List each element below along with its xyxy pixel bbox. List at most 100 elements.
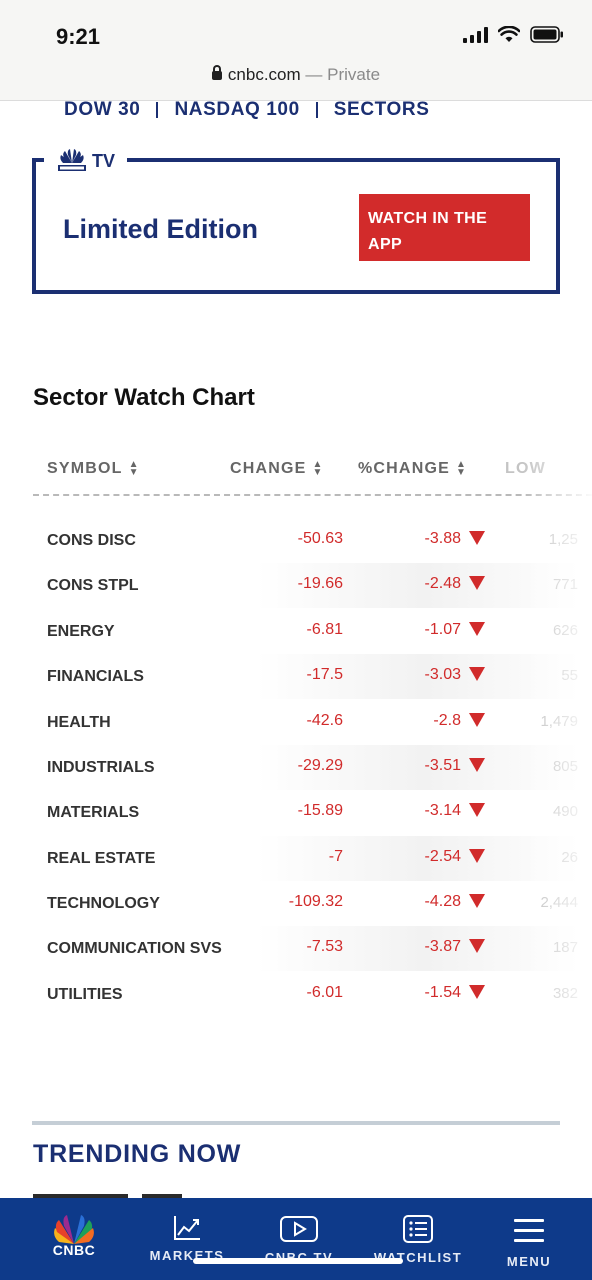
column-header-change[interactable]: CHANGE ▲ ▼ [230,460,324,478]
watch-button-line2: APP [368,236,403,253]
table-row[interactable]: FINANCIALS -17.5 -3.03 55 [33,654,592,699]
nav-nasdaq-100[interactable]: NASDAQ 100 [174,99,300,120]
market-nav: DOW 30 NASDAQ 100 SECTORS [64,99,429,121]
nav-dow-30[interactable]: DOW 30 [64,99,141,120]
column-low-label: LOW [505,460,546,477]
column-header-pct-change[interactable]: %CHANGE ▲ ▼ [358,460,467,478]
row-low: 771 [552,576,578,593]
sort-icon: ▲ ▼ [128,459,140,478]
home-indicator[interactable] [193,1258,403,1264]
row-symbol: ENERGY [47,623,115,640]
row-low: 1,479 [540,713,578,730]
row-change: -15.89 [297,802,343,819]
row-change: -17.5 [306,666,343,683]
column-pct-change-label: %CHANGE [358,460,450,477]
row-low: 187 [552,939,578,956]
url-separator: — [305,65,323,84]
row-change: -50.63 [297,530,343,547]
row-pct-change: -2.54 [424,848,461,865]
table-row[interactable]: CONS STPL -19.66 -2.48 771 [33,563,592,608]
nav-separator [156,102,159,118]
url-domain: cnbc.com [227,65,301,84]
column-change-label: CHANGE [230,460,307,477]
row-low: 1,25 [548,531,578,548]
trending-thumbnail[interactable] [142,1194,182,1200]
row-low: 626 [552,622,578,639]
nav-cnbc-tv[interactable]: CNBC TV [254,1198,344,1280]
column-header-low[interactable]: LOW [505,460,546,478]
row-symbol: FINANCIALS [47,668,144,685]
row-symbol: CONS STPL [47,577,139,594]
lock-icon [211,65,222,80]
markets-chart-icon [174,1216,200,1240]
table-row[interactable]: CONS DISC -50.63 -3.88 1,25 [33,518,592,563]
bottom-nav: CNBC MARKETS CNBC TV WATCHLIST MENU [0,1198,592,1280]
row-change: -29.29 [297,757,343,774]
table-row[interactable]: TECHNOLOGY -109.32 -4.28 2,444 [33,881,592,926]
row-pct-change: -3.87 [424,938,461,955]
table-row[interactable]: INDUSTRIALS -29.29 -3.51 805 [33,745,592,790]
nav-home-cnbc[interactable]: CNBC [36,1198,112,1280]
row-pct-change: -1.54 [424,984,461,1001]
status-time: 9:21 [56,24,101,49]
row-low: 490 [552,803,578,820]
nav-separator [315,102,318,118]
trending-thumbnail[interactable] [33,1194,128,1200]
row-pct-change: -3.51 [424,757,461,774]
row-pct-change: -3.14 [424,802,461,819]
row-pct-change: -1.07 [424,621,461,638]
nav-sectors[interactable]: SECTORS [333,99,430,120]
private-mode-label: Private [327,65,381,84]
row-low: 55 [561,667,578,684]
row-low: 805 [552,758,578,775]
row-symbol: HEALTH [47,714,111,731]
hamburger-menu-icon [514,1219,544,1242]
sector-table-header: SYMBOL ▲ ▼ CHANGE ▲ ▼ %CHANGE ▲ ▼ LOW [33,452,592,496]
table-row[interactable]: MATERIALS -15.89 -3.14 490 [33,790,592,835]
sector-watch-title: Sector Watch Chart [33,384,255,411]
down-arrow-icon [469,576,485,590]
row-symbol: INDUSTRIALS [47,759,155,776]
battery-icon [530,26,563,43]
cnbc-peacock-logo-icon [58,149,86,171]
cellular-signal-icon [463,26,488,43]
down-arrow-icon [469,849,485,863]
table-row[interactable]: UTILITIES -6.01 -1.54 382 [33,972,592,1017]
row-symbol: CONS DISC [47,532,136,549]
trending-now-title: TRENDING NOW [33,1140,242,1168]
row-symbol: MATERIALS [47,804,140,821]
row-change: -7 [328,848,343,865]
row-symbol: UTILITIES [47,986,123,1003]
row-symbol: COMMUNICATION SVS [47,940,222,957]
table-row[interactable]: HEALTH -42.6 -2.8 1,479 [33,700,592,745]
row-pct-change: -3.88 [424,530,461,547]
table-row[interactable]: REAL ESTATE -7 -2.54 26 [33,836,592,881]
row-low: 2,444 [540,894,578,911]
wifi-icon [498,26,520,42]
url-bar[interactable]: cnbc.com — Private [0,65,592,85]
down-arrow-icon [469,939,485,953]
row-pct-change: -2.8 [433,712,461,729]
watchlist-icon [403,1215,433,1243]
row-change: -42.6 [306,712,343,729]
row-pct-change: -2.48 [424,575,461,592]
nav-menu[interactable]: MENU [494,1198,564,1280]
watch-in-app-button[interactable]: WATCH IN THE APP [359,194,530,261]
play-video-icon [280,1216,318,1242]
down-arrow-icon [469,803,485,817]
column-symbol-label: SYMBOL [47,460,123,477]
promo-title: Limited Edition [63,214,258,244]
nav-watchlist[interactable]: WATCHLIST [368,1198,468,1280]
cnbc-tv-badge: TV [44,148,128,174]
row-symbol: REAL ESTATE [47,850,156,867]
down-arrow-icon [469,894,485,908]
trending-thumbnails [33,1194,182,1200]
row-symbol: TECHNOLOGY [47,895,160,912]
down-arrow-icon [469,713,485,727]
table-row[interactable]: ENERGY -6.81 -1.07 626 [33,609,592,654]
table-row[interactable]: COMMUNICATION SVS -7.53 -3.87 187 [33,926,592,971]
column-header-symbol[interactable]: SYMBOL ▲ ▼ [47,460,140,478]
row-change: -109.32 [288,893,343,910]
nav-markets[interactable]: MARKETS [142,1198,232,1280]
row-change: -19.66 [297,575,343,592]
